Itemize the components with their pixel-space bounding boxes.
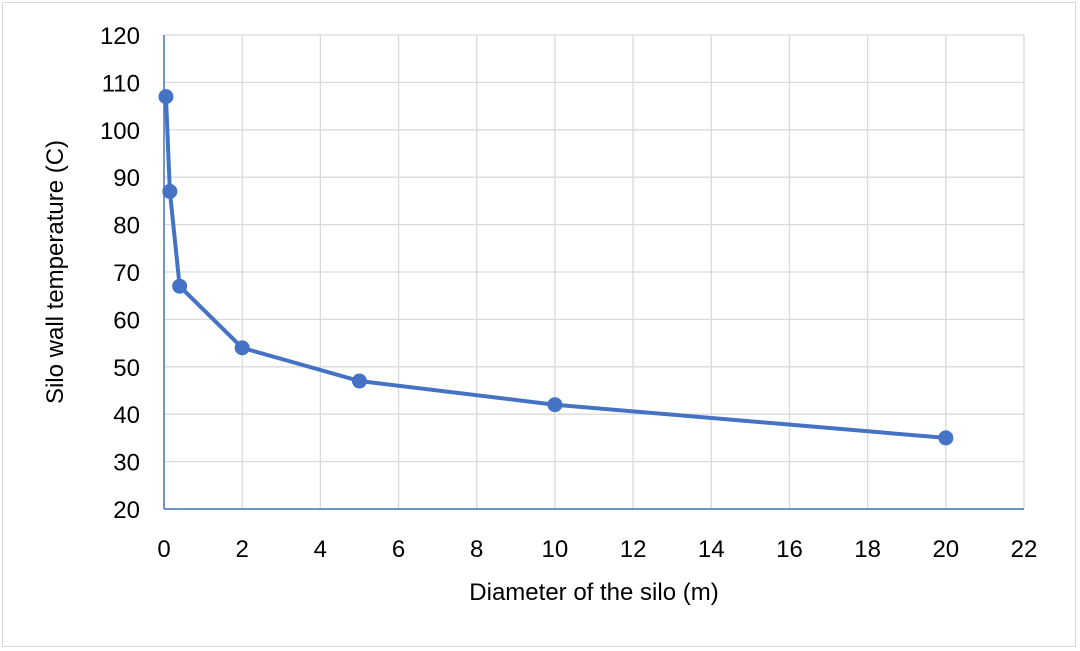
grid [164, 34, 1025, 510]
x-tick-label: 14 [698, 536, 725, 563]
data-point [234, 340, 250, 356]
x-tick-label: 2 [236, 536, 249, 563]
x-axis-title: Diameter of the silo (m) [469, 579, 718, 606]
x-tick-label: 22 [1011, 536, 1038, 563]
y-tick-label: 80 [113, 213, 140, 240]
x-tick-label: 8 [470, 536, 483, 563]
x-tick-label: 16 [776, 536, 803, 563]
y-tick-label: 30 [113, 450, 140, 477]
y-tick-label: 50 [113, 355, 140, 382]
x-tick-label: 4 [314, 536, 327, 563]
y-tick-label: 120 [100, 23, 140, 50]
data-point [172, 278, 188, 294]
x-tick-label: 18 [854, 536, 881, 563]
y-tick-label: 40 [113, 402, 140, 429]
data-point [162, 183, 178, 199]
y-tick-label: 90 [113, 165, 140, 192]
y-tick-label: 100 [100, 118, 140, 145]
tick-labels: 20 30 40 50 60 70 80 90 100 110 120 0 2 4 6 8 10 12 14 16 18… [100, 23, 1037, 563]
y-axis-title: Silo wall temperature (C) [42, 140, 69, 404]
x-tick-label: 6 [392, 536, 405, 563]
series [158, 89, 954, 446]
data-point [547, 397, 563, 413]
x-tick-label: 10 [542, 536, 569, 563]
x-tick-label: 0 [157, 536, 170, 563]
series-line [163, 94, 948, 440]
data-point [351, 373, 367, 389]
y-tick-label: 60 [113, 307, 140, 334]
data-point [158, 89, 174, 105]
axes [163, 35, 1024, 510]
y-tick-label: 70 [113, 260, 140, 287]
y-tick-label: 20 [113, 497, 140, 524]
data-point [938, 430, 954, 446]
x-tick-label: 20 [932, 536, 959, 563]
y-tick-label: 110 [102, 70, 140, 97]
x-tick-label: 12 [620, 536, 647, 563]
